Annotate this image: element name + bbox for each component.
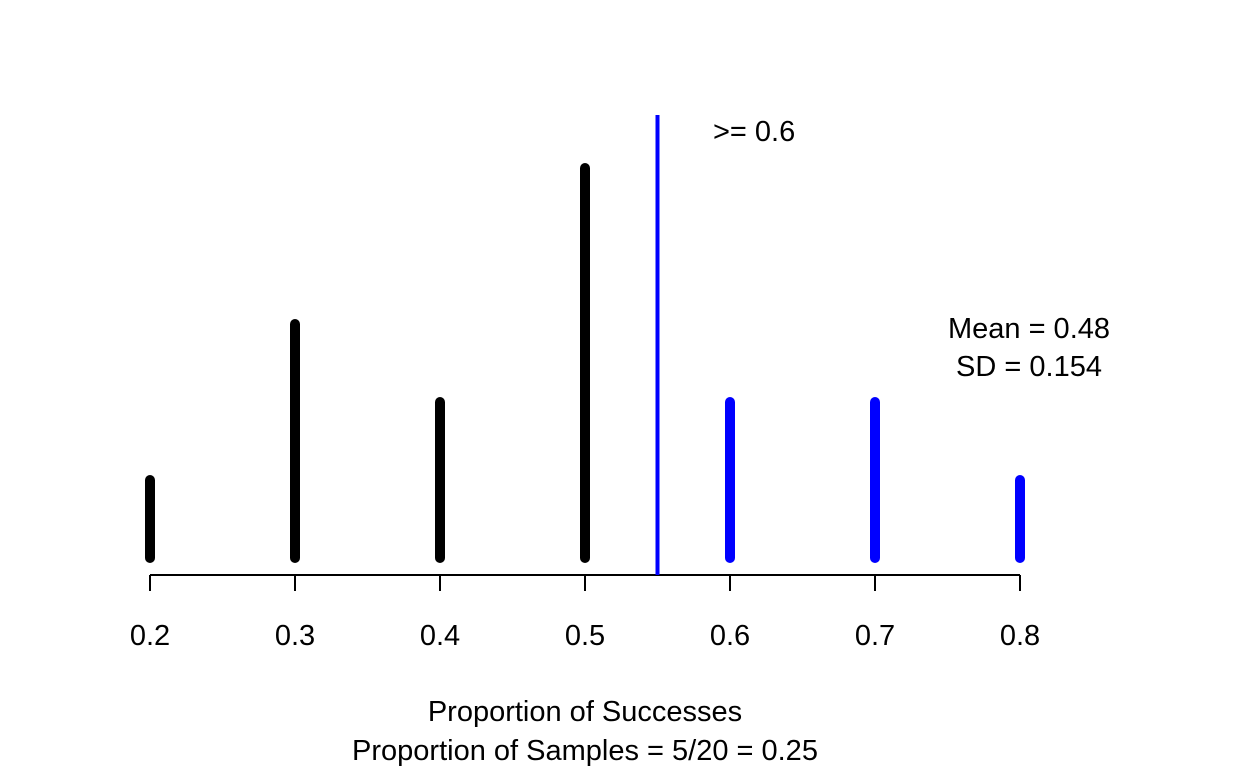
x-axis-title: Proportion of Successes (428, 696, 742, 728)
bars-layer (145, 163, 1025, 563)
x-tick-label: 0.4 (420, 620, 460, 652)
x-tick-label: 0.7 (855, 620, 895, 652)
x-tick-label: 0.8 (1000, 620, 1040, 652)
x-tick-label: 0.6 (710, 620, 750, 652)
x-tick-label: 0.2 (130, 620, 170, 652)
x-axis-subtitle: Proportion of Samples = 5/20 = 0.25 (352, 735, 818, 767)
x-tick-label: 0.5 (565, 620, 605, 652)
sd-label: SD = 0.154 (956, 351, 1102, 383)
x-axis-ticks: 0.2 0.3 0.4 0.5 0.6 0.7 0.8 (130, 575, 1040, 652)
x-tick-label: 0.3 (275, 620, 315, 652)
cutoff-label: >= 0.6 (713, 116, 795, 148)
mean-label: Mean = 0.48 (948, 313, 1110, 345)
